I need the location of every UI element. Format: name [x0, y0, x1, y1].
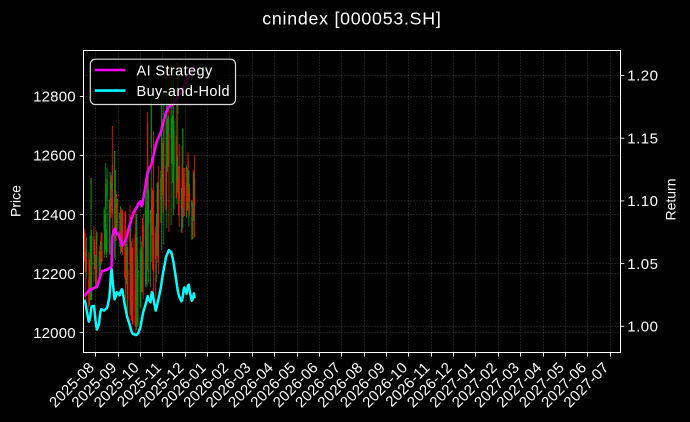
svg-text:1.15: 1.15: [627, 130, 658, 147]
svg-text:1.05: 1.05: [627, 256, 658, 273]
svg-text:1.00: 1.00: [627, 319, 658, 336]
svg-text:1.10: 1.10: [627, 193, 658, 210]
svg-text:Buy-and-Hold: Buy-and-Hold: [137, 84, 230, 100]
svg-text:12200: 12200: [33, 266, 76, 283]
svg-text:Return: Return: [663, 178, 679, 220]
svg-text:cnindex [000053.SH]: cnindex [000053.SH]: [262, 9, 441, 29]
svg-text:12800: 12800: [33, 89, 76, 106]
svg-text:1.20: 1.20: [627, 68, 658, 85]
svg-text:Price: Price: [7, 185, 23, 217]
svg-text:12400: 12400: [33, 207, 76, 224]
svg-text:12000: 12000: [33, 325, 76, 342]
svg-text:AI Strategy: AI Strategy: [137, 63, 213, 79]
svg-text:12600: 12600: [33, 148, 76, 165]
